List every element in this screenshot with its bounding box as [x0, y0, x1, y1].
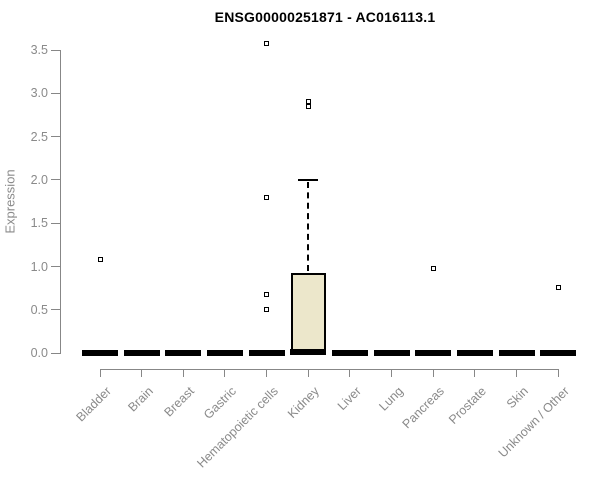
outlier-point — [264, 40, 270, 46]
y-axis-line — [60, 50, 61, 355]
y-tick — [51, 309, 60, 311]
x-tick — [391, 369, 393, 377]
y-tick — [51, 266, 60, 268]
x-tick — [432, 369, 434, 377]
median-bar-9 — [456, 350, 493, 357]
median-bar-0 — [82, 350, 118, 357]
y-tick-label: 3.0 — [30, 86, 48, 101]
x-tick — [516, 369, 517, 377]
y-axis-title: Expression — [2, 169, 18, 234]
x-tick — [141, 369, 143, 377]
median-bar-4 — [248, 350, 285, 357]
outlier-point — [264, 291, 270, 297]
x-tick — [349, 369, 351, 377]
chart-title: ENSG00000251871 - AC016113.1 — [214, 9, 436, 25]
x-tick — [182, 369, 184, 377]
whisker-cap-5 — [298, 178, 319, 181]
y-tick — [51, 222, 60, 224]
outlier-point — [264, 194, 270, 200]
outlier-point — [97, 257, 103, 263]
y-tick — [51, 179, 60, 181]
y-tick — [51, 352, 60, 354]
x-tick — [224, 369, 226, 377]
x-axis-line — [99, 369, 559, 370]
whisker-5 — [307, 181, 310, 271]
median-bar-5 — [290, 348, 327, 355]
y-tick-label: 2.5 — [30, 129, 48, 144]
y-tick-label: 1.0 — [30, 259, 48, 274]
x-tick — [474, 369, 476, 377]
x-tick — [266, 369, 268, 377]
outlier-point — [305, 103, 311, 109]
outlier-point — [264, 306, 270, 312]
x-tick — [99, 369, 101, 377]
median-bar-6 — [331, 350, 368, 357]
y-tick-label: 0.0 — [30, 346, 48, 361]
y-tick — [51, 92, 60, 94]
median-bar-3 — [206, 350, 243, 357]
y-tick — [51, 136, 60, 138]
median-bar-2 — [165, 350, 202, 357]
y-tick-label: 1.5 — [30, 216, 48, 231]
y-tick-label: 2.0 — [30, 172, 48, 187]
median-bar-8 — [415, 350, 452, 357]
y-tick — [51, 49, 60, 51]
median-bar-7 — [373, 350, 410, 357]
y-tick-label: 3.5 — [30, 43, 48, 57]
median-bar-10 — [498, 350, 535, 357]
median-bar-1 — [123, 350, 160, 357]
outlier-point — [430, 265, 436, 271]
x-tick — [557, 369, 559, 377]
x-tick — [307, 369, 309, 377]
median-bar-11 — [540, 350, 577, 357]
outlier-point — [555, 284, 561, 290]
y-tick-label: 0.5 — [30, 302, 48, 317]
box-5 — [290, 272, 326, 355]
